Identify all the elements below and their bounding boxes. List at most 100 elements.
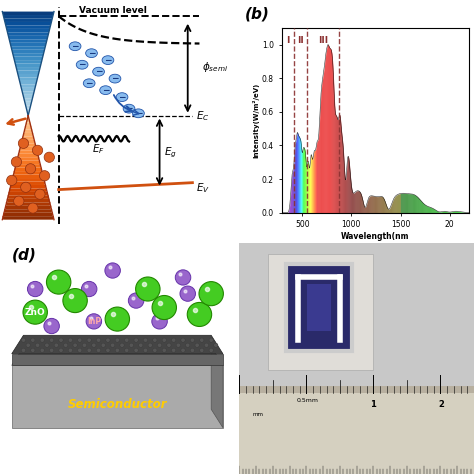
Circle shape [152, 295, 176, 319]
Text: $E_g$: $E_g$ [164, 146, 177, 160]
Text: −: − [85, 79, 93, 88]
Circle shape [167, 343, 171, 347]
Polygon shape [18, 150, 37, 154]
Polygon shape [2, 216, 54, 219]
Text: $E_V$: $E_V$ [196, 182, 210, 195]
Circle shape [199, 282, 223, 306]
Circle shape [190, 348, 194, 352]
Polygon shape [7, 199, 50, 202]
Circle shape [49, 348, 54, 352]
Text: $E_C$: $E_C$ [196, 109, 210, 122]
Text: −: − [104, 55, 112, 64]
Circle shape [134, 348, 138, 352]
Circle shape [115, 348, 119, 352]
Polygon shape [12, 347, 223, 365]
Ellipse shape [93, 67, 104, 76]
Text: (d): (d) [12, 247, 36, 263]
Circle shape [27, 203, 38, 213]
Polygon shape [4, 18, 52, 22]
Circle shape [181, 348, 185, 352]
Circle shape [128, 293, 144, 308]
Polygon shape [5, 206, 51, 209]
Bar [286, 264, 352, 351]
Bar [239, 386, 474, 393]
Circle shape [45, 343, 49, 347]
Circle shape [49, 338, 54, 342]
Circle shape [200, 348, 204, 352]
Polygon shape [22, 91, 34, 95]
Polygon shape [12, 335, 223, 354]
Circle shape [59, 338, 63, 342]
Ellipse shape [102, 56, 114, 64]
Text: Semiconductor: Semiconductor [68, 398, 167, 411]
Text: −: − [78, 60, 86, 69]
Polygon shape [12, 365, 223, 428]
Circle shape [175, 270, 191, 285]
Text: −: − [102, 86, 109, 95]
Circle shape [214, 343, 218, 347]
Circle shape [143, 348, 147, 352]
Polygon shape [22, 137, 34, 140]
Polygon shape [27, 119, 30, 123]
Circle shape [172, 338, 176, 342]
Polygon shape [20, 143, 36, 147]
Polygon shape [26, 105, 31, 109]
Polygon shape [25, 126, 32, 129]
Circle shape [21, 338, 26, 342]
Polygon shape [18, 154, 38, 157]
Text: 2: 2 [438, 400, 444, 409]
Circle shape [11, 157, 22, 167]
Circle shape [129, 343, 134, 347]
Text: Vacuum level: Vacuum level [79, 6, 146, 15]
Circle shape [139, 343, 143, 347]
Circle shape [190, 338, 194, 342]
Polygon shape [27, 109, 30, 112]
Polygon shape [10, 43, 46, 46]
Circle shape [40, 348, 45, 352]
Polygon shape [23, 95, 33, 98]
Circle shape [78, 338, 82, 342]
Polygon shape [14, 57, 43, 60]
Polygon shape [3, 213, 53, 216]
Ellipse shape [83, 79, 95, 88]
Circle shape [18, 138, 28, 148]
Circle shape [40, 338, 45, 342]
Circle shape [153, 338, 157, 342]
Polygon shape [2, 11, 54, 15]
Polygon shape [18, 74, 38, 77]
Circle shape [23, 300, 47, 324]
Polygon shape [6, 26, 51, 29]
Circle shape [82, 343, 87, 347]
Polygon shape [16, 67, 40, 71]
Ellipse shape [100, 86, 111, 95]
Polygon shape [24, 129, 32, 133]
Circle shape [105, 263, 120, 278]
Text: 1: 1 [370, 400, 376, 409]
Circle shape [106, 348, 110, 352]
Circle shape [27, 282, 43, 297]
Polygon shape [23, 133, 33, 137]
Circle shape [134, 338, 138, 342]
Polygon shape [3, 15, 53, 18]
Bar [308, 284, 331, 331]
Polygon shape [21, 88, 35, 91]
Circle shape [39, 171, 50, 181]
Polygon shape [14, 168, 42, 171]
Circle shape [21, 348, 26, 352]
Circle shape [87, 348, 91, 352]
Circle shape [68, 338, 73, 342]
Text: −: − [118, 92, 126, 101]
Polygon shape [4, 209, 52, 213]
Text: (b): (b) [245, 7, 270, 22]
Circle shape [120, 343, 124, 347]
Circle shape [105, 307, 129, 331]
Circle shape [73, 343, 77, 347]
Circle shape [125, 348, 129, 352]
Circle shape [106, 338, 110, 342]
Circle shape [36, 343, 40, 347]
Text: InP: InP [87, 317, 101, 326]
Polygon shape [21, 140, 35, 143]
Circle shape [21, 182, 31, 192]
Circle shape [26, 343, 30, 347]
Circle shape [181, 338, 185, 342]
